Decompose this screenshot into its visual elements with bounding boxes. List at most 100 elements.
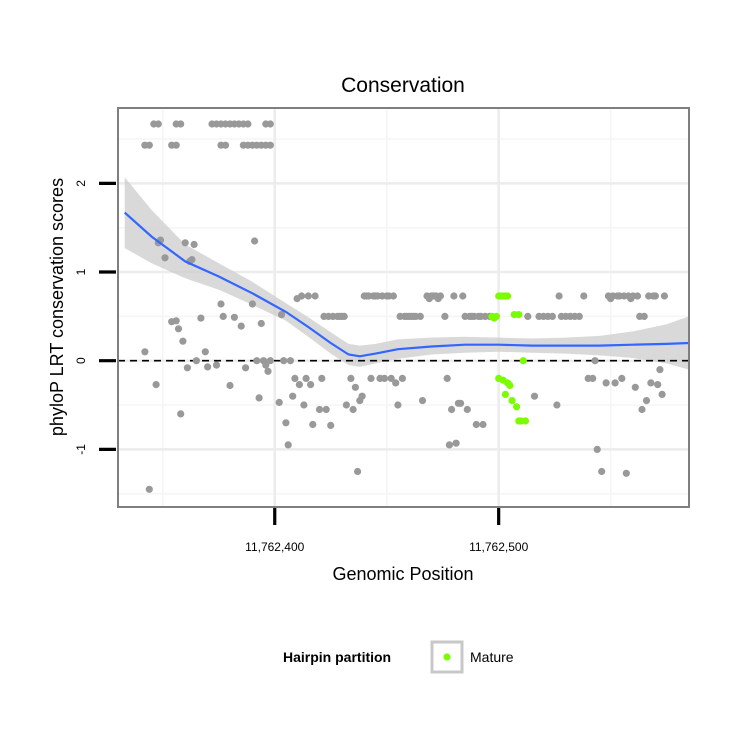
y-tick-label: 2 [74, 180, 88, 187]
data-point [284, 441, 292, 449]
data-point [322, 405, 330, 414]
data-point [640, 312, 648, 320]
data-point [658, 390, 666, 398]
data-point [244, 120, 252, 128]
data-point [266, 141, 274, 149]
data-point [651, 292, 660, 300]
data-point [441, 312, 449, 320]
y-axis-title: phyloP LRT conservation scores [47, 178, 67, 436]
data-point [230, 313, 238, 321]
data-point [380, 374, 389, 382]
data-point [472, 420, 480, 429]
data-point [611, 379, 619, 387]
data-point-mature [513, 403, 521, 411]
plot-panel [118, 108, 689, 507]
data-point [307, 381, 315, 389]
data-point [631, 383, 639, 391]
data-point [392, 379, 400, 387]
data-point [302, 374, 310, 382]
data-point [436, 292, 444, 300]
data-point [354, 467, 362, 476]
data-point [638, 405, 646, 414]
data-point [190, 240, 198, 249]
data-point [264, 367, 272, 375]
data-point [318, 374, 326, 382]
data-point [660, 292, 669, 300]
data-point [221, 141, 230, 149]
data-point [295, 381, 303, 389]
data-point [647, 379, 655, 387]
data-point [161, 254, 169, 262]
data-point [479, 420, 487, 429]
data-point [237, 322, 245, 330]
data-point [443, 374, 451, 382]
data-point [286, 357, 294, 365]
data-point [457, 399, 465, 407]
data-point [589, 374, 597, 382]
data-point-mature [519, 357, 527, 365]
data-point [418, 397, 427, 405]
data-point [282, 419, 290, 427]
data-point [598, 467, 606, 476]
data-point [201, 348, 209, 356]
data-point [389, 292, 397, 300]
data-point [204, 363, 212, 371]
data-point [289, 392, 297, 400]
data-point [300, 401, 308, 409]
y-tick-label: 0 [74, 357, 88, 364]
data-point [280, 357, 288, 365]
data-point [257, 319, 265, 328]
data-point [633, 292, 642, 300]
data-point [327, 421, 335, 429]
data-point [145, 485, 153, 493]
data-point [654, 381, 662, 389]
confidence-ribbon [124, 177, 689, 370]
data-point [172, 141, 180, 149]
data-point [394, 401, 402, 409]
data-point [656, 366, 664, 374]
data-point [217, 300, 225, 308]
data-point [445, 441, 453, 449]
data-point [530, 392, 539, 400]
data-point [351, 383, 359, 391]
data-point [197, 314, 205, 322]
data-point-mature [521, 417, 530, 425]
data-point-mature [504, 292, 512, 300]
data-point [593, 445, 601, 453]
data-point [340, 312, 348, 320]
data-point [291, 374, 299, 382]
data-point [553, 401, 561, 409]
legend-title: Hairpin partition [283, 649, 391, 665]
data-point [315, 405, 324, 414]
data-point [141, 348, 149, 356]
data-point [212, 361, 221, 369]
y-tick-label: 1 [74, 268, 88, 275]
legend: Hairpin partition Mature [283, 640, 514, 674]
chart-title: Conservation [341, 74, 465, 97]
data-point [555, 292, 563, 300]
data-point-mature [501, 390, 509, 398]
data-point [266, 357, 274, 365]
axes: -1 0 1 2 11,762,400 11,762,500 [74, 180, 529, 554]
data-point [242, 364, 250, 372]
data-point [154, 120, 162, 128]
data-point-mature [515, 311, 523, 319]
data-point [342, 401, 350, 409]
data-point [387, 374, 395, 382]
data-point [450, 292, 458, 300]
data-point-mature [492, 312, 500, 320]
data-point [309, 420, 317, 429]
data-point [253, 357, 261, 365]
data-point [349, 405, 357, 414]
legend-label-mature: Mature [470, 649, 514, 665]
data-point [183, 364, 191, 372]
data-point [248, 300, 256, 308]
data-points [141, 120, 669, 493]
data-point [177, 410, 185, 418]
data-point [642, 397, 651, 405]
data-point [602, 379, 610, 387]
data-point [459, 292, 467, 300]
data-point [177, 120, 185, 128]
data-point [255, 394, 263, 402]
